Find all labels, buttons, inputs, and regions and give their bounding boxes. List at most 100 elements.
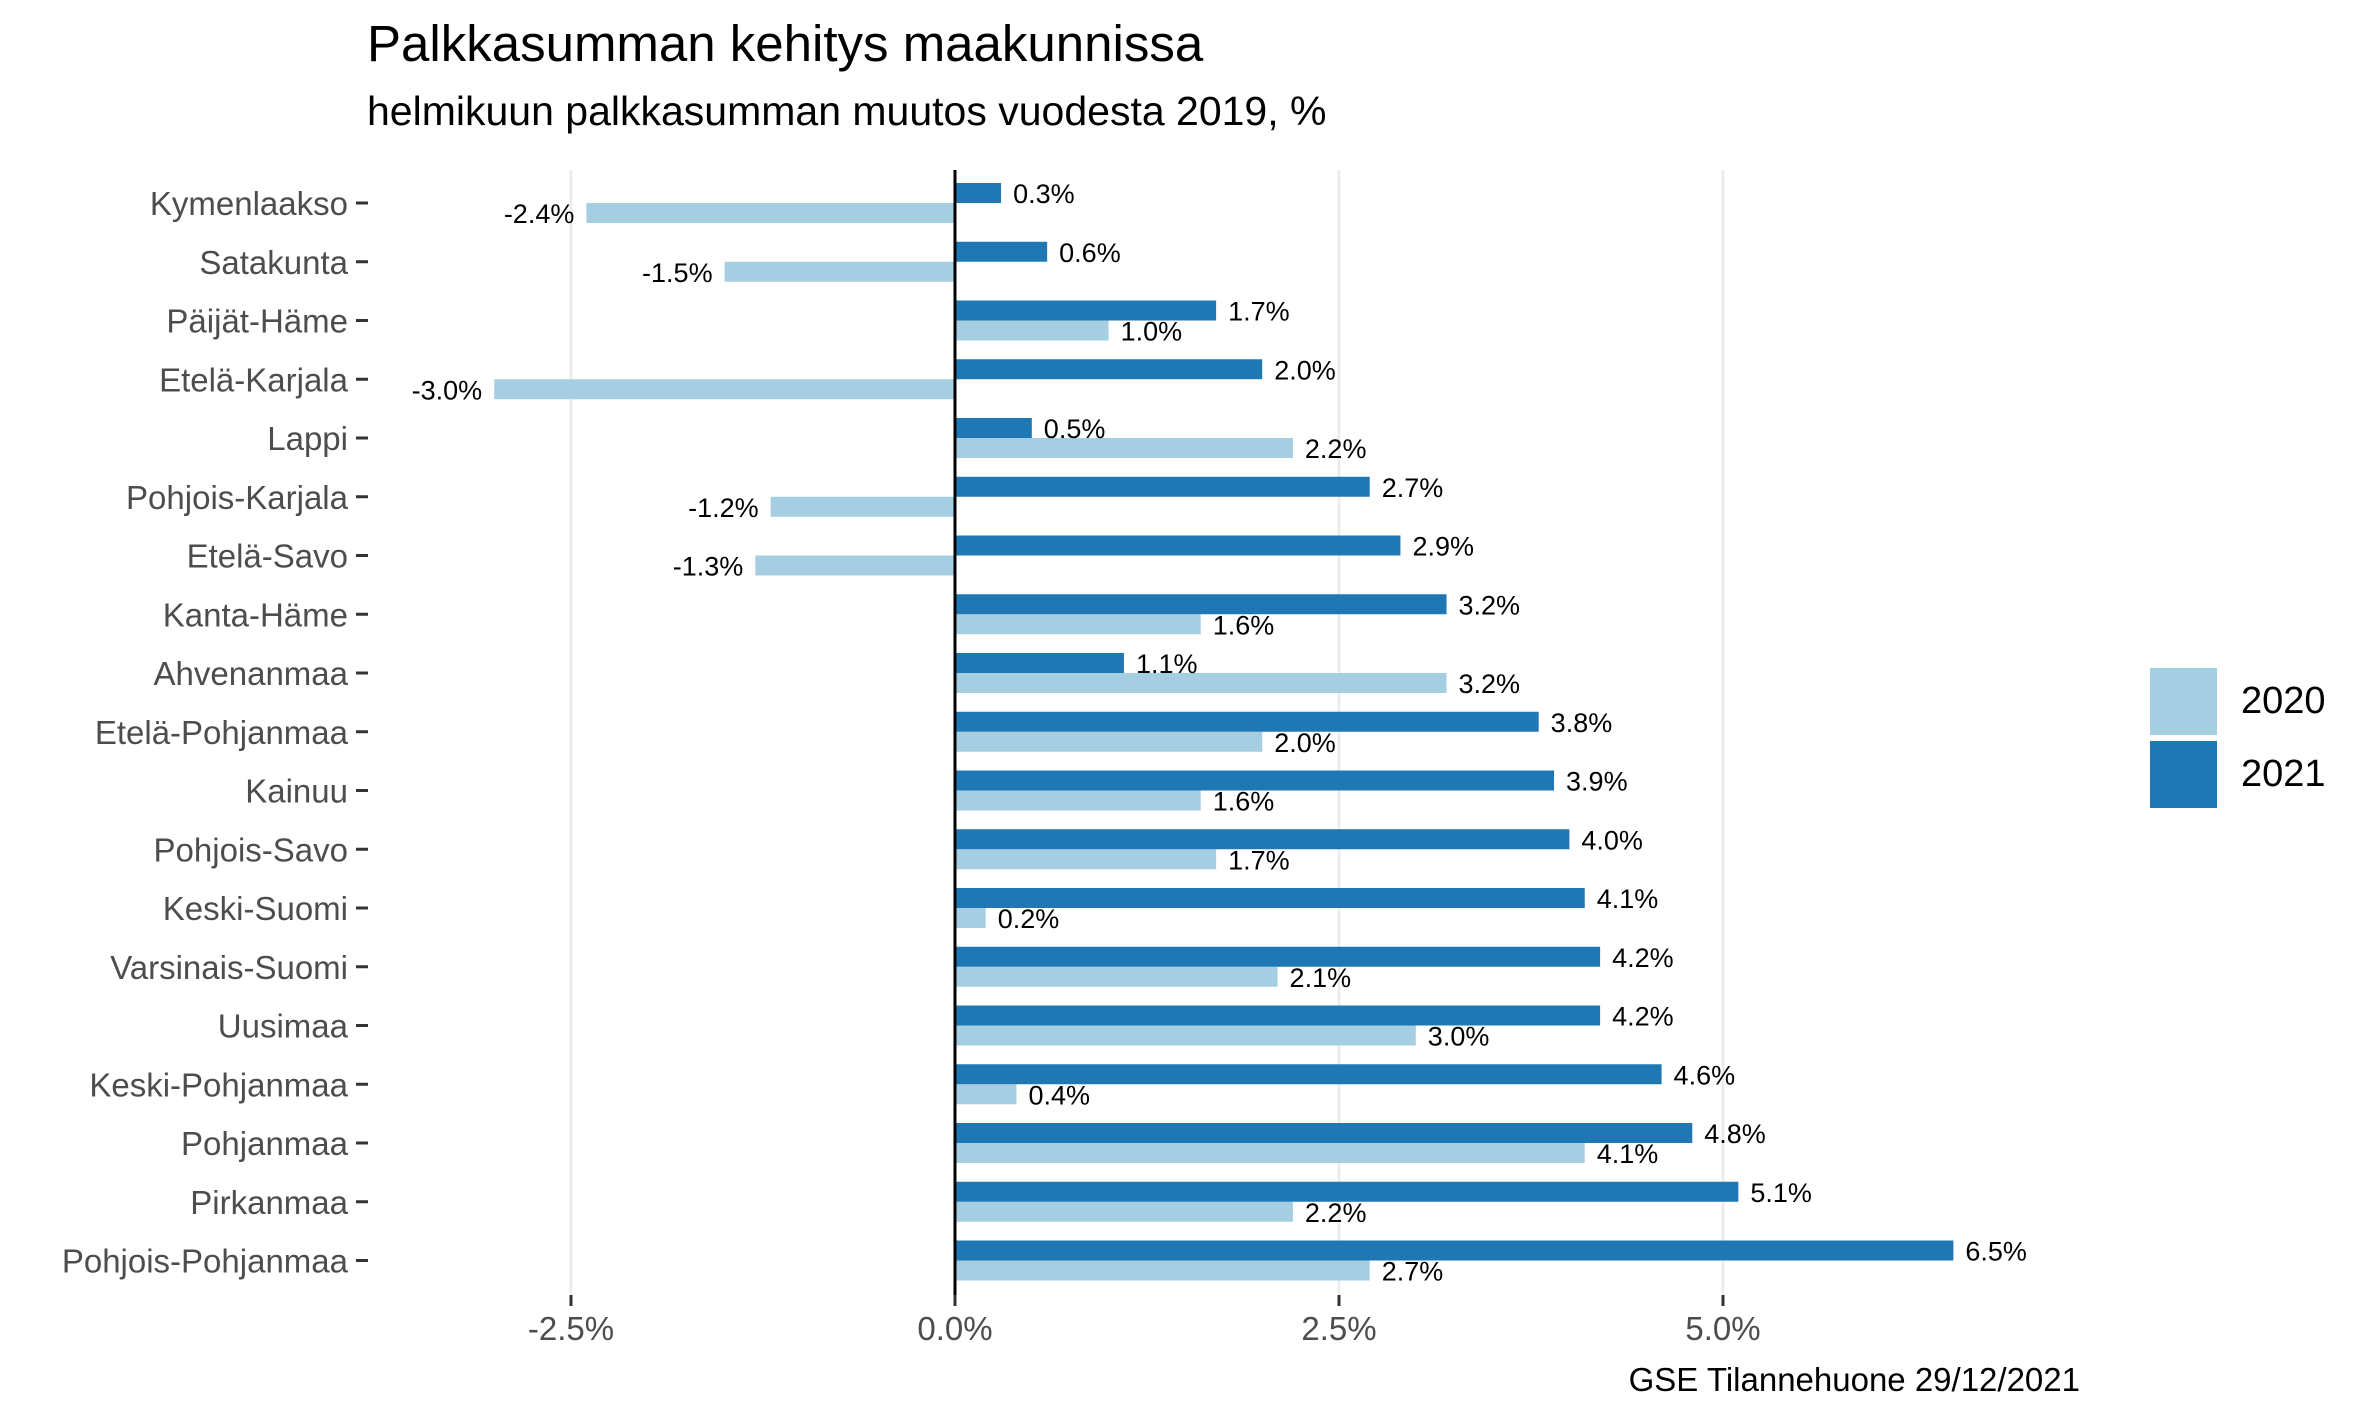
bar-2020 bbox=[955, 790, 1201, 811]
bar-2020 bbox=[955, 1260, 1370, 1281]
x-tick-label: 5.0% bbox=[1685, 1310, 1760, 1347]
data-label: 6.5% bbox=[1965, 1237, 2027, 1267]
data-label: 4.2% bbox=[1612, 943, 1674, 973]
bar-2021 bbox=[955, 770, 1555, 791]
chart-subtitle: helmikuun palkkasumman muutos vuodesta 2… bbox=[367, 88, 1327, 134]
bar-2021 bbox=[955, 829, 1570, 850]
chart-title: Palkkasumman kehitys maakunnissa bbox=[367, 15, 1204, 72]
bar-2021 bbox=[955, 1005, 1601, 1026]
data-label: 1.0% bbox=[1121, 317, 1183, 347]
y-tick-label: Kanta-Häme bbox=[163, 596, 348, 633]
bar-2020 bbox=[955, 849, 1217, 870]
y-tick-label: Keski-Suomi bbox=[163, 890, 348, 927]
bar-2021 bbox=[955, 476, 1370, 497]
bar-2020 bbox=[955, 614, 1201, 635]
bar-2020 bbox=[955, 731, 1263, 752]
data-label: 2.2% bbox=[1305, 1198, 1367, 1228]
data-label: 4.2% bbox=[1612, 1002, 1674, 1032]
y-tick-label: Pohjanmaa bbox=[181, 1125, 349, 1162]
data-label: 2.2% bbox=[1305, 434, 1367, 464]
bar-2021 bbox=[955, 300, 1217, 321]
bar-2020 bbox=[955, 1084, 1017, 1105]
y-tick-label: Etelä-Karjala bbox=[159, 361, 349, 398]
bar-2021 bbox=[955, 241, 1048, 262]
bars bbox=[494, 183, 1954, 1281]
data-labels: -2.4% 0.3% -1.5% 0.6% 1.0% 1.7% -3.0% 2.0% 2.2% 0… bbox=[412, 179, 2027, 1287]
bar-2021 bbox=[955, 359, 1263, 380]
data-label: -3.0% bbox=[412, 375, 483, 405]
legend-key-2021 bbox=[2150, 741, 2217, 808]
y-tick-label: Varsinais-Suomi bbox=[110, 949, 348, 986]
y-tick-label: Lappi bbox=[267, 420, 348, 457]
data-label: 4.1% bbox=[1597, 884, 1659, 914]
x-tick-label: 0.0% bbox=[917, 1310, 992, 1347]
data-label: 2.0% bbox=[1274, 728, 1336, 758]
bar-2020 bbox=[955, 1201, 1293, 1222]
data-label: 3.2% bbox=[1459, 590, 1521, 620]
data-label: 0.3% bbox=[1013, 179, 1075, 209]
data-label: 2.0% bbox=[1274, 355, 1336, 385]
grid-lines bbox=[569, 170, 1725, 1295]
bar-2020 bbox=[955, 1025, 1416, 1046]
bar-2020 bbox=[724, 261, 955, 282]
x-tick-label: 2.5% bbox=[1301, 1310, 1376, 1347]
bar-2020 bbox=[586, 203, 955, 223]
bar-2021 bbox=[955, 888, 1585, 908]
bar-2020 bbox=[955, 966, 1278, 987]
data-label: 0.4% bbox=[1028, 1080, 1090, 1110]
data-label: 4.1% bbox=[1597, 1139, 1659, 1169]
bar-2020 bbox=[494, 379, 955, 400]
data-label: 3.2% bbox=[1459, 669, 1521, 699]
bar-2021 bbox=[955, 946, 1601, 967]
y-tick-label: Satakunta bbox=[199, 244, 348, 281]
data-label: 1.7% bbox=[1228, 845, 1290, 875]
bar-2020 bbox=[955, 1143, 1585, 1163]
bar-2021 bbox=[955, 1181, 1739, 1202]
bar-2020 bbox=[955, 438, 1293, 458]
bar-2021 bbox=[955, 711, 1539, 732]
bar-2021 bbox=[955, 653, 1124, 673]
bar-2021 bbox=[955, 1240, 1954, 1261]
data-label: 0.5% bbox=[1044, 414, 1106, 444]
legend: 2020 2021 bbox=[2150, 665, 2326, 811]
y-tick-label: Etelä-Savo bbox=[187, 538, 348, 575]
y-tick-label: Pirkanmaa bbox=[190, 1184, 348, 1221]
bar-2021 bbox=[955, 183, 1002, 203]
y-tick-label: Uusimaa bbox=[218, 1008, 349, 1045]
bar-2020 bbox=[955, 908, 986, 928]
data-label: 1.6% bbox=[1213, 787, 1275, 817]
legend-item-2020: 2020 bbox=[2150, 665, 2326, 738]
data-label: 0.6% bbox=[1059, 238, 1121, 268]
bar-2020 bbox=[770, 496, 955, 517]
x-axis: -2.5% 0.0% 2.5% 5.0% bbox=[528, 1295, 1761, 1347]
data-label: 1.7% bbox=[1228, 297, 1290, 327]
x-tick-label: -2.5% bbox=[528, 1310, 614, 1347]
bar-2021 bbox=[955, 594, 1447, 615]
data-label: -2.4% bbox=[504, 199, 575, 229]
data-label: 1.1% bbox=[1136, 649, 1198, 679]
legend-key-2020 bbox=[2150, 668, 2217, 735]
legend-item-2021: 2021 bbox=[2150, 738, 2326, 811]
y-tick-label: Kainuu bbox=[245, 773, 348, 810]
data-label: 3.9% bbox=[1566, 767, 1628, 797]
data-label: -1.2% bbox=[688, 493, 759, 523]
bar-2021 bbox=[955, 1123, 1693, 1143]
y-tick-label: Etelä-Pohjanmaa bbox=[95, 714, 349, 751]
y-tick-label: Päijät-Häme bbox=[166, 303, 348, 340]
data-label: 4.0% bbox=[1581, 825, 1643, 855]
legend-label: 2020 bbox=[2241, 680, 2326, 722]
source-caption: GSE Tilannehuone 29/12/2021 bbox=[1628, 1361, 2080, 1398]
data-label: 2.7% bbox=[1382, 1257, 1444, 1287]
legend-label: 2021 bbox=[2241, 753, 2326, 795]
y-tick-label: Kymenlaakso bbox=[150, 185, 348, 222]
y-axis: Kymenlaakso Satakunta Päijät-Häme Etelä-Kar… bbox=[62, 185, 368, 1280]
data-label: 2.7% bbox=[1382, 473, 1444, 503]
data-label: 4.6% bbox=[1674, 1060, 1736, 1090]
data-label: 2.1% bbox=[1290, 963, 1352, 993]
bar-2021 bbox=[955, 418, 1032, 438]
y-tick-label: Keski-Pohjanmaa bbox=[89, 1066, 348, 1103]
data-label: 3.0% bbox=[1428, 1022, 1490, 1052]
data-label: 5.1% bbox=[1750, 1178, 1812, 1208]
data-label: 1.6% bbox=[1213, 610, 1275, 640]
